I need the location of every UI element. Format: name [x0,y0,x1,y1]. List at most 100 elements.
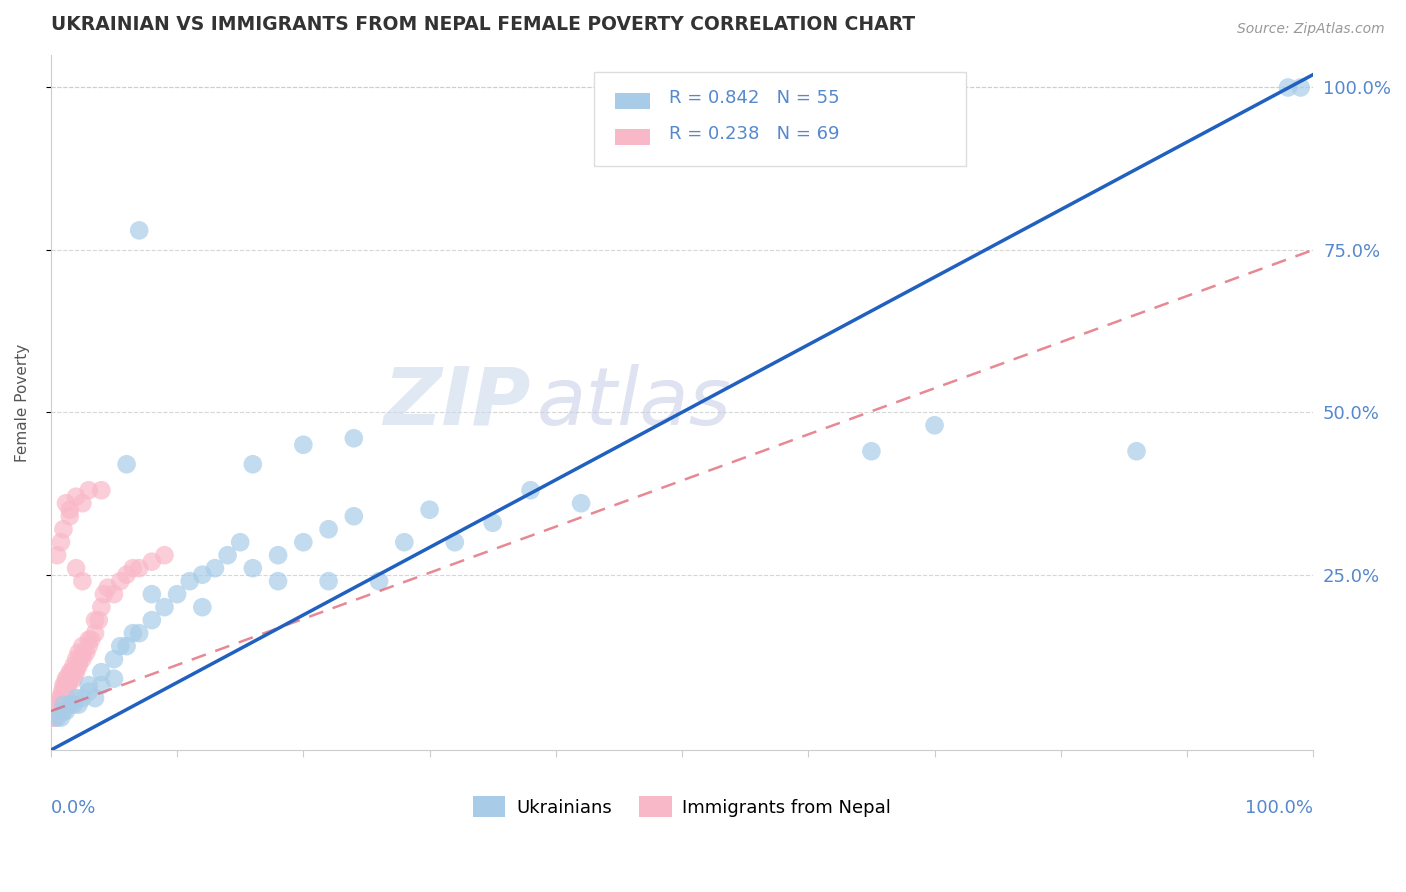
Point [48,698,70,712]
Point [128,626,150,640]
Point [122,561,145,575]
FancyBboxPatch shape [593,72,966,166]
Point [90,678,112,692]
Point [60,665,83,680]
Point [115,639,138,653]
Point [55,672,77,686]
Point [52,684,75,698]
Point [75,646,97,660]
Point [191,567,214,582]
Point [65,561,87,575]
Point [153,548,176,562]
Point [55,704,77,718]
Point [103,672,125,686]
Point [48,704,70,718]
Point [65,691,87,706]
Point [128,561,150,575]
Point [77,684,100,698]
Point [1125,444,1147,458]
Point [90,483,112,498]
Point [46,710,69,724]
Point [60,672,83,686]
Point [242,561,264,575]
Point [52,704,75,718]
Point [1289,80,1312,95]
Point [166,587,188,601]
Point [51,684,73,698]
Point [229,535,252,549]
Point [49,710,72,724]
Point [204,561,226,575]
Text: R = 0.238   N = 69: R = 0.238 N = 69 [669,125,839,144]
Point [128,223,150,237]
Point [59,509,82,524]
Point [59,665,82,680]
Point [62,658,84,673]
Bar [616,128,651,145]
Point [443,535,465,549]
Point [72,574,94,589]
Point [58,678,80,692]
Point [67,698,90,712]
Text: 0.0%: 0.0% [51,798,96,817]
Point [84,691,107,706]
Point [45,704,67,718]
Point [103,652,125,666]
Point [122,626,145,640]
Point [110,574,132,589]
Point [924,418,946,433]
Point [267,574,290,589]
Point [84,626,107,640]
Point [267,548,290,562]
Point [53,684,76,698]
Text: atlas: atlas [537,364,731,442]
Point [63,665,86,680]
Point [77,639,100,653]
Point [67,658,90,673]
Point [72,691,94,706]
Text: 100.0%: 100.0% [1246,798,1313,817]
Point [72,496,94,510]
Point [343,509,366,524]
Point [394,535,416,549]
Point [153,600,176,615]
Point [59,502,82,516]
Point [419,502,441,516]
Point [48,691,70,706]
Point [52,691,75,706]
Point [52,522,75,536]
Point [368,574,391,589]
Point [72,639,94,653]
Point [42,710,65,724]
Point [110,639,132,653]
Point [66,658,89,673]
Point [46,548,69,562]
Point [481,516,503,530]
Point [318,574,340,589]
Point [93,587,115,601]
Point [60,665,83,680]
Point [141,587,163,601]
Point [65,665,87,680]
Point [56,672,79,686]
Point [90,665,112,680]
Point [1277,80,1299,95]
Legend: Ukrainians, Immigrants from Nepal: Ukrainians, Immigrants from Nepal [465,789,898,824]
Point [97,581,120,595]
Point [59,672,82,686]
Point [860,444,883,458]
Point [87,613,110,627]
Point [217,548,239,562]
Point [46,704,69,718]
Text: R = 0.842   N = 55: R = 0.842 N = 55 [669,89,839,107]
Point [141,613,163,627]
Point [49,691,72,706]
Point [179,574,201,589]
Point [62,698,84,712]
Point [77,632,100,647]
Point [62,672,84,686]
Point [67,646,90,660]
Point [292,535,315,549]
Point [115,567,138,582]
Point [55,684,77,698]
